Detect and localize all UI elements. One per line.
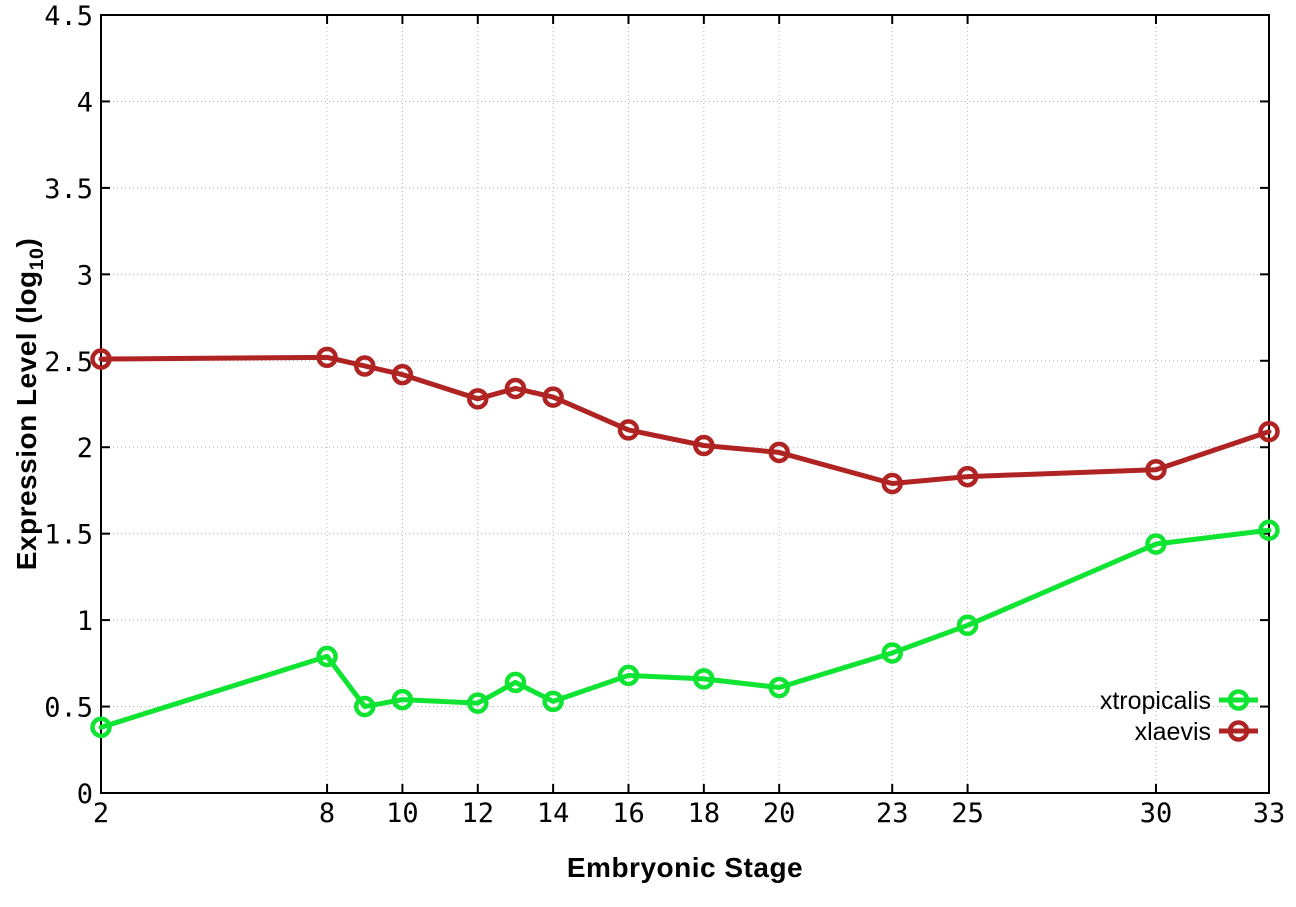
data-point-xlaevis bbox=[693, 434, 715, 457]
y-tick-label: 1 bbox=[77, 606, 93, 637]
data-point-xtropicalis bbox=[693, 668, 715, 690]
data-point-xtropicalis bbox=[316, 645, 338, 668]
data-point-xtropicalis bbox=[90, 716, 112, 739]
data-point-xtropicalis bbox=[1258, 519, 1280, 541]
x-tick-label: 2 bbox=[93, 798, 109, 829]
data-point-xlaevis bbox=[956, 465, 979, 488]
y-axis-title-text: Expression Level (log bbox=[11, 270, 43, 571]
x-tick-label: 20 bbox=[763, 798, 796, 829]
data-point-xtropicalis bbox=[768, 676, 790, 699]
data-point-xtropicalis bbox=[617, 664, 640, 687]
y-axis-title-close: ) bbox=[11, 237, 43, 248]
data-point-xtropicalis bbox=[391, 688, 414, 711]
y-tick-label: 0.5 bbox=[44, 693, 93, 724]
series-line-xlaevis bbox=[98, 354, 1272, 487]
y-tick-label: 4 bbox=[77, 87, 93, 118]
plot-border bbox=[100, 14, 1270, 794]
y-tick-label: 0 bbox=[77, 779, 93, 810]
x-tick-label: 14 bbox=[537, 798, 570, 829]
y-tick-label: 1.5 bbox=[44, 520, 93, 551]
y-axis-title: Expression Level (log10) bbox=[11, 238, 49, 571]
data-point-xlaevis bbox=[90, 348, 112, 370]
x-tick-label: 33 bbox=[1253, 798, 1286, 829]
data-point-xtropicalis bbox=[881, 642, 903, 664]
data-point-xtropicalis bbox=[956, 614, 979, 637]
y-tick-label: 3.5 bbox=[44, 174, 93, 205]
data-point-xlaevis bbox=[391, 363, 414, 386]
x-tick-label: 23 bbox=[876, 798, 909, 829]
x-tick-label: 10 bbox=[386, 798, 419, 829]
y-tick-label: 2.5 bbox=[44, 347, 93, 378]
x-tick-label: 18 bbox=[688, 798, 721, 829]
y-tick-label: 4.5 bbox=[44, 1, 93, 32]
series-line-xtropicalis bbox=[98, 527, 1272, 730]
data-point-xlaevis bbox=[881, 472, 903, 495]
data-point-xtropicalis bbox=[467, 692, 489, 714]
data-point-xlaevis bbox=[1258, 420, 1280, 443]
legend-label-xtropicalis: xtropicalis bbox=[1100, 687, 1211, 715]
y-tick-label: 2 bbox=[77, 433, 93, 464]
data-point-xlaevis bbox=[617, 419, 640, 441]
data-point-xlaevis bbox=[768, 441, 790, 464]
data-point-xlaevis bbox=[353, 355, 376, 377]
data-point-xlaevis bbox=[504, 377, 527, 400]
legend-marker-xlaevis bbox=[1227, 720, 1250, 742]
data-point-xtropicalis bbox=[353, 695, 376, 718]
x-tick-label: 8 bbox=[319, 798, 335, 829]
x-axis-title: Embryonic Stage bbox=[566, 852, 804, 883]
data-point-xlaevis bbox=[542, 386, 564, 408]
data-point-xlaevis bbox=[467, 388, 489, 410]
legend-marker-xtropicalis bbox=[1227, 689, 1250, 711]
data-point-xtropicalis bbox=[504, 671, 527, 694]
data-point-xlaevis bbox=[316, 346, 338, 369]
x-tick-label: 16 bbox=[612, 798, 645, 829]
y-tick-label: 3 bbox=[77, 260, 93, 291]
legend-label-xlaevis: xlaevis bbox=[1135, 718, 1211, 746]
y-axis-title-subscript: 10 bbox=[25, 247, 48, 271]
x-tick-label: 12 bbox=[462, 798, 495, 829]
data-point-xtropicalis bbox=[1145, 533, 1167, 555]
x-tick-label: 25 bbox=[951, 798, 984, 829]
data-point-xlaevis bbox=[1145, 458, 1167, 481]
x-tick-label: 30 bbox=[1140, 798, 1173, 829]
data-point-xtropicalis bbox=[542, 690, 564, 713]
